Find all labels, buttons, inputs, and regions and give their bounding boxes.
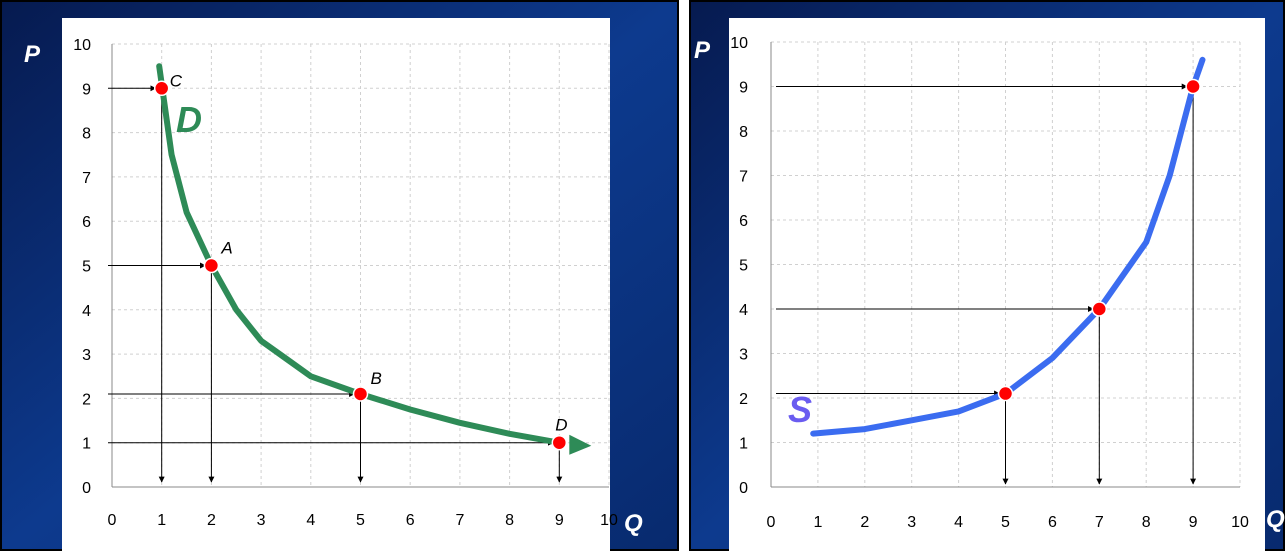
y-tick-label: 8: [739, 124, 748, 141]
data-point: [1185, 78, 1201, 95]
right-chart-marks: [776, 56, 1206, 485]
data-point: [551, 434, 568, 451]
x-tick-label: 0: [108, 512, 117, 529]
point-label: A: [220, 239, 232, 258]
x-tick-label: 10: [1231, 514, 1249, 531]
y-tick-label: 5: [739, 258, 748, 275]
y-tick-label: 8: [82, 126, 91, 143]
y-tick-label: 7: [739, 169, 748, 186]
x-tick-label: 5: [1001, 514, 1010, 531]
x-tick-label: 4: [306, 512, 315, 529]
x-tick-label: 0: [767, 514, 776, 531]
x-tick-label: 5: [356, 512, 365, 529]
x-tick-label: 9: [555, 512, 564, 529]
x-tick-label: 2: [860, 514, 869, 531]
x-tick-label: 3: [257, 512, 266, 529]
y-tick-label: 10: [730, 35, 748, 52]
data-point: [352, 386, 369, 402]
x-tick-label: 7: [455, 512, 464, 529]
data-point: [1091, 301, 1108, 317]
data-point: [153, 80, 170, 97]
right-x-axis-label: Q: [1266, 506, 1285, 533]
right-plot-area: [729, 18, 1265, 551]
x-tick-label: 4: [954, 514, 963, 531]
y-tick-label: 9: [82, 81, 91, 98]
y-tick-label: 6: [739, 213, 748, 230]
y-tick-label: 1: [739, 436, 748, 453]
supply-curve-label: S: [788, 389, 812, 430]
left-grid: 0 1 2 3 4 5 6 7 8 9 10 0 1 2 3 4 5 6 7 8 9 10: [73, 37, 618, 529]
x-tick-label: 8: [505, 512, 514, 529]
x-tick-label: 6: [1048, 514, 1057, 531]
y-tick-label: 10: [73, 37, 91, 54]
x-tick-label: 2: [207, 512, 216, 529]
left-plot-area: [62, 18, 610, 551]
point-label: D: [555, 416, 567, 435]
x-tick-label: 1: [157, 512, 166, 529]
left-x-axis-label: Q: [624, 510, 643, 537]
x-tick-label: 9: [1189, 514, 1198, 531]
x-tick-label: 8: [1142, 514, 1151, 531]
point-label: C: [170, 71, 183, 90]
left-panel: 0 1 2 3 4 5 6 7 8 9 10 0 1 2 3 4 5 6 7 8 9 10 C A B D P Q: [0, 0, 679, 551]
right-panel: 0 1 2 3 4 5 6 7 8 9 10 0 1 2 3 4 5 6 7 8 9 10 P Q: [689, 0, 1285, 551]
data-point: [997, 385, 1014, 402]
y-tick-label: 6: [82, 214, 91, 231]
y-tick-label: 4: [82, 303, 91, 320]
left-chart-marks: C A B D: [108, 63, 592, 483]
y-tick-label: 4: [739, 302, 748, 319]
demand-curve-arrowhead: [569, 434, 592, 455]
point-label: B: [371, 369, 382, 388]
demand-curve-label: D: [176, 99, 202, 140]
y-tick-label: 5: [82, 259, 91, 276]
y-tick-label: 0: [739, 480, 748, 497]
supply-curve: [810, 56, 1206, 437]
left-y-axis-label: P: [24, 41, 41, 68]
x-tick-label: 7: [1095, 514, 1104, 531]
y-tick-label: 9: [739, 80, 748, 97]
x-tick-label: 10: [600, 512, 618, 529]
y-tick-label: 2: [82, 391, 91, 408]
x-tick-label: 1: [813, 514, 822, 531]
y-tick-label: 3: [739, 347, 748, 364]
right-grid: 0 1 2 3 4 5 6 7 8 9 10 0 1 2 3 4 5 6 7 8 9 10: [730, 35, 1249, 531]
y-tick-label: 3: [82, 347, 91, 364]
data-point: [203, 257, 220, 274]
y-tick-label: 1: [82, 436, 91, 453]
demand-curve: [156, 63, 563, 446]
y-tick-label: 7: [82, 170, 91, 187]
right-y-axis-label: P: [694, 37, 711, 64]
x-tick-label: 3: [907, 514, 916, 531]
x-tick-label: 6: [406, 512, 415, 529]
y-tick-label: 2: [739, 391, 748, 408]
y-tick-label: 0: [82, 480, 91, 497]
